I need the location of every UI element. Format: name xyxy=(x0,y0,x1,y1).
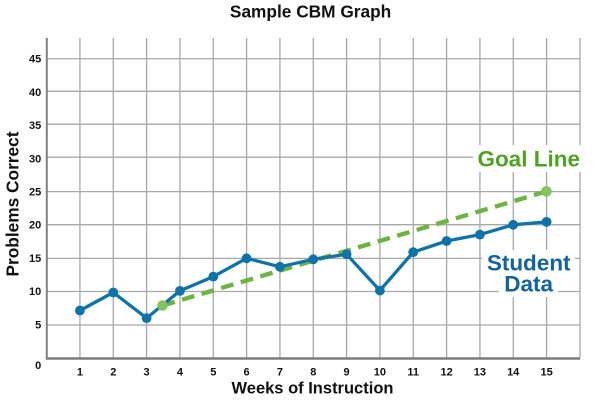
svg-text:25: 25 xyxy=(29,187,41,199)
svg-text:4: 4 xyxy=(177,366,184,378)
svg-text:40: 40 xyxy=(29,87,41,99)
svg-text:15: 15 xyxy=(29,253,41,265)
svg-text:30: 30 xyxy=(29,153,41,165)
svg-text:5: 5 xyxy=(210,366,216,378)
svg-text:Problems Correct: Problems Correct xyxy=(2,131,22,276)
svg-text:Weeks of Instruction: Weeks of Instruction xyxy=(232,380,394,398)
svg-text:Sample CBM Graph: Sample CBM Graph xyxy=(230,2,391,22)
svg-text:9: 9 xyxy=(344,366,350,378)
svg-text:12: 12 xyxy=(440,366,452,378)
svg-text:11: 11 xyxy=(407,366,419,378)
svg-text:2: 2 xyxy=(110,366,116,378)
svg-text:3: 3 xyxy=(144,366,150,378)
svg-text:Data: Data xyxy=(504,272,553,297)
svg-text:1: 1 xyxy=(77,366,83,378)
svg-text:0: 0 xyxy=(35,360,41,372)
svg-text:13: 13 xyxy=(474,366,486,378)
svg-text:6: 6 xyxy=(244,366,250,378)
svg-text:10: 10 xyxy=(29,286,41,298)
svg-text:45: 45 xyxy=(29,54,41,66)
svg-text:20: 20 xyxy=(29,220,41,232)
svg-text:8: 8 xyxy=(310,366,316,378)
svg-text:5: 5 xyxy=(35,319,41,331)
svg-text:35: 35 xyxy=(29,120,41,132)
svg-text:Student: Student xyxy=(487,251,571,276)
svg-text:10: 10 xyxy=(374,366,386,378)
svg-text:Goal Line: Goal Line xyxy=(477,146,580,171)
svg-text:7: 7 xyxy=(277,366,283,378)
svg-text:14: 14 xyxy=(507,366,520,378)
svg-text:15: 15 xyxy=(540,366,552,378)
